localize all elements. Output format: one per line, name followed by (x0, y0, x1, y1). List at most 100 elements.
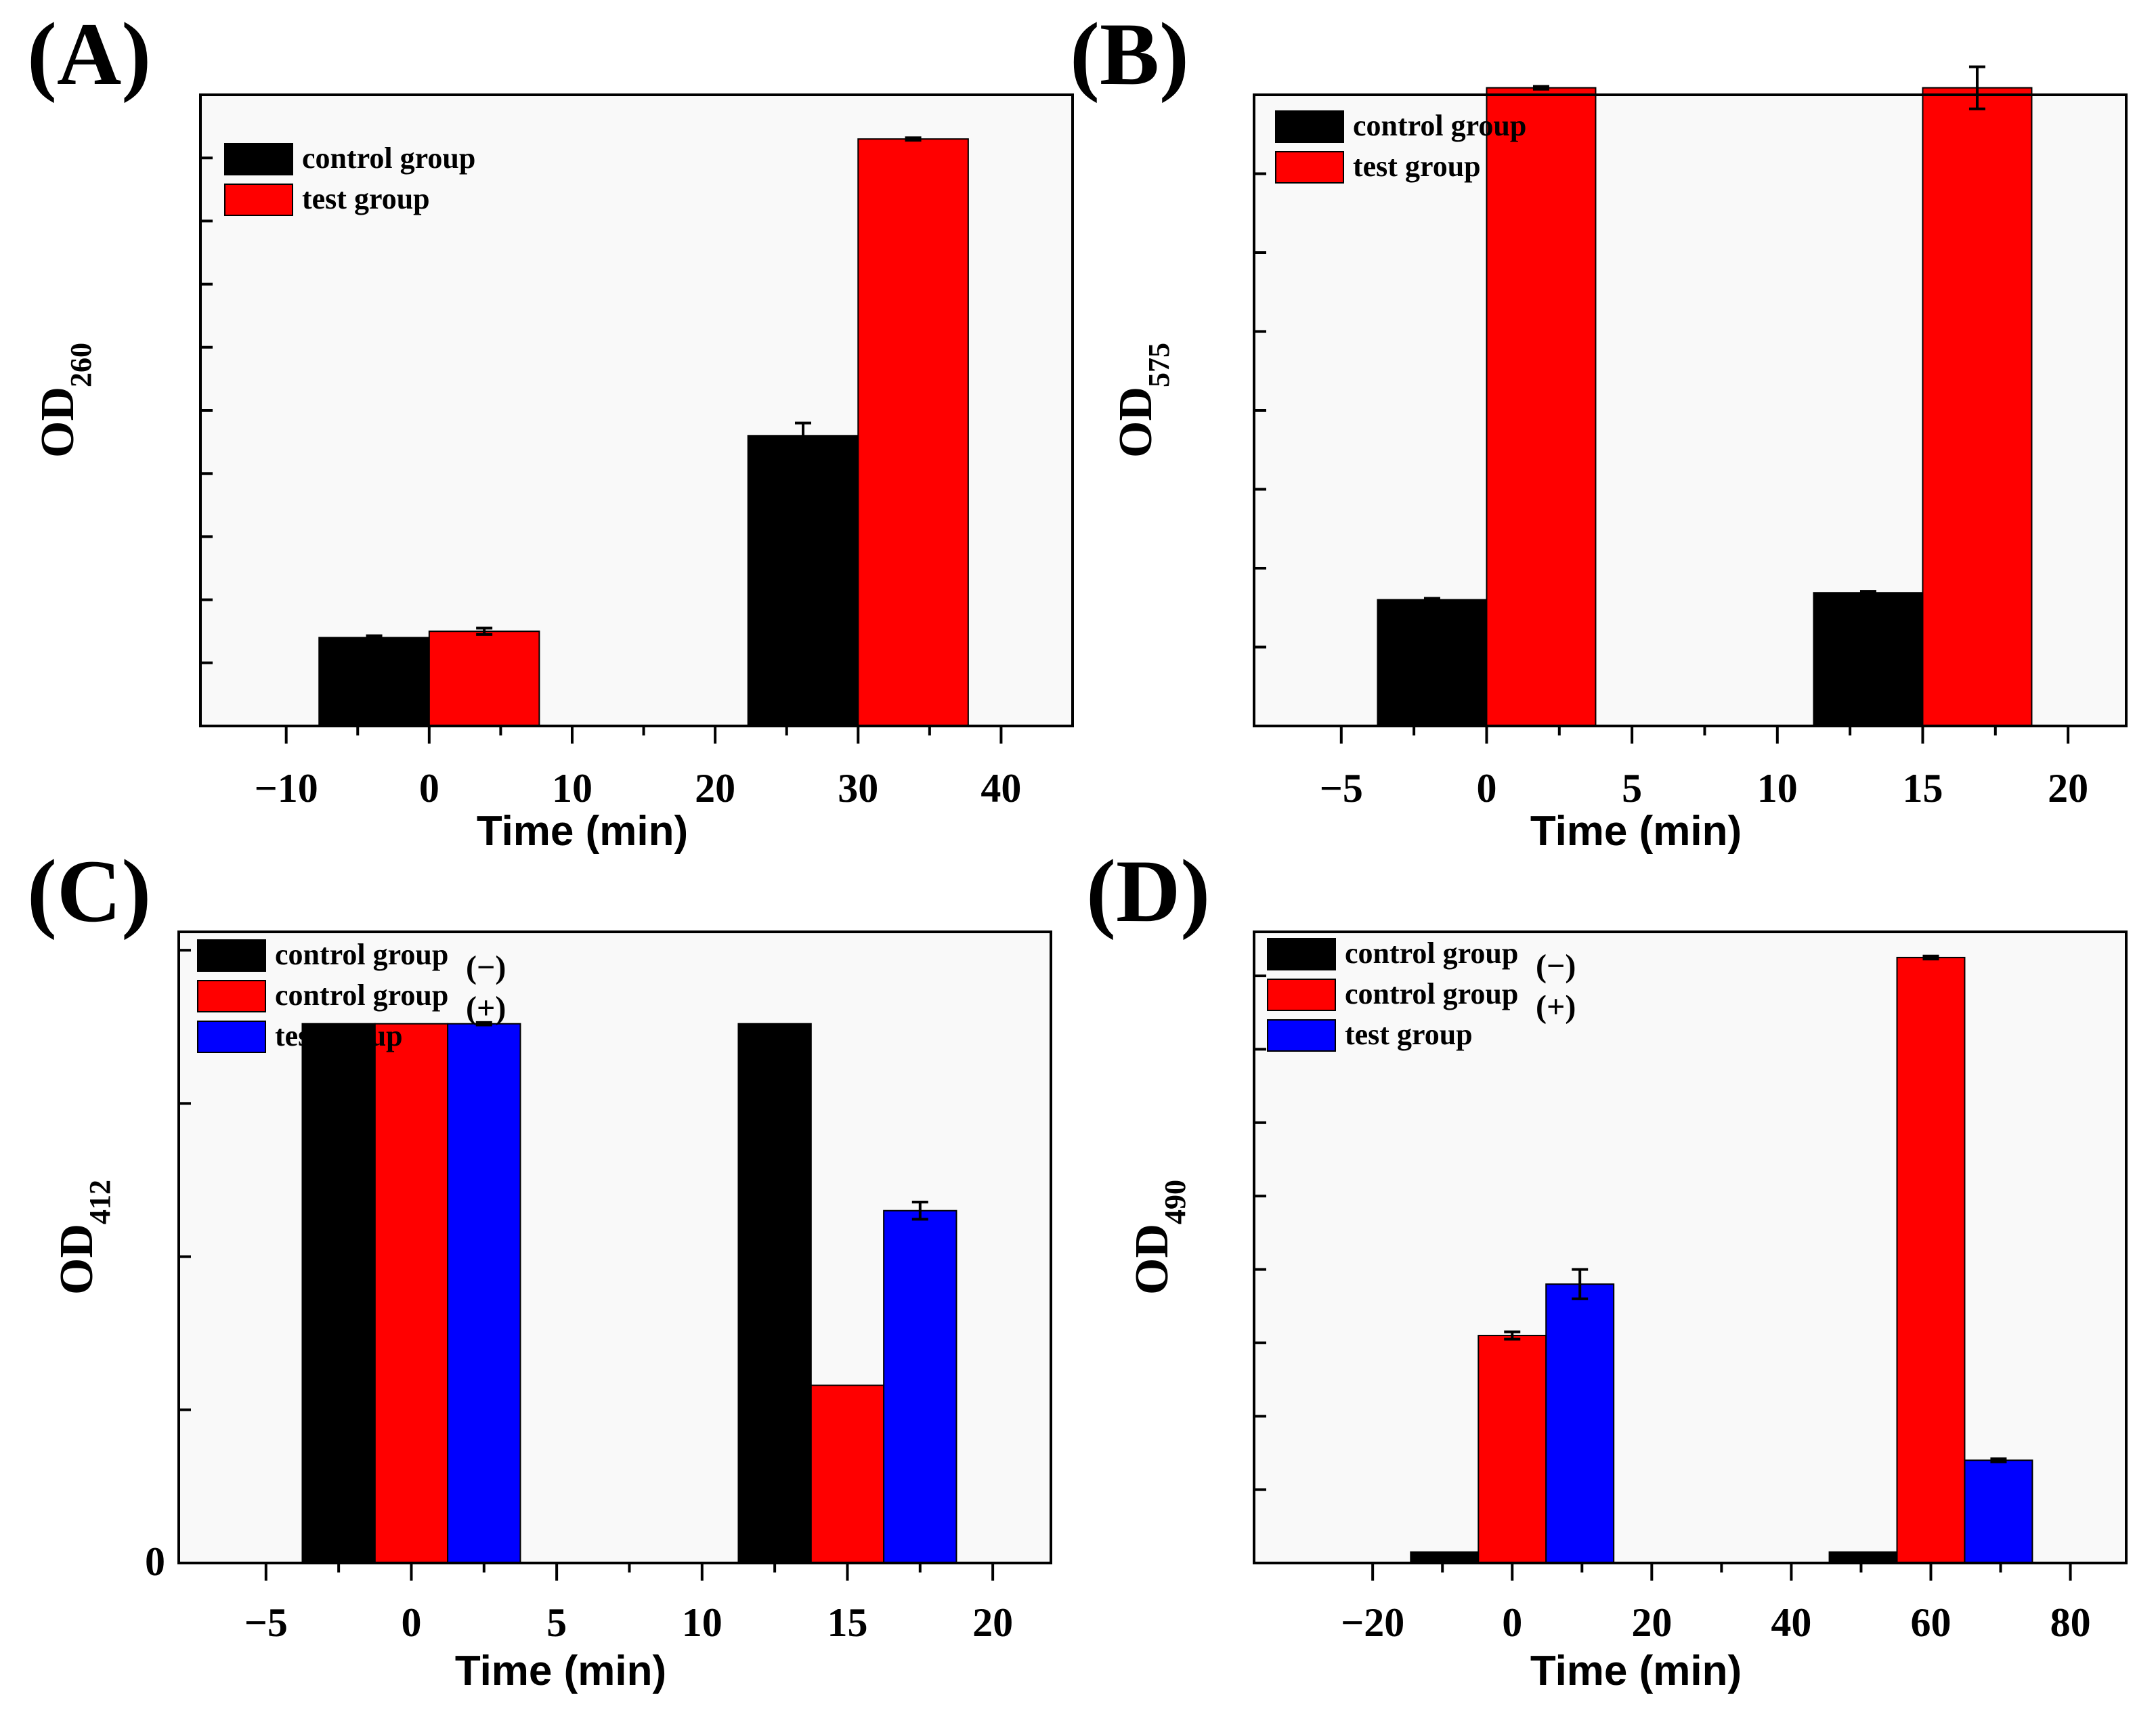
x-tick-label: 40 (1771, 1600, 1811, 1645)
bar (301, 1023, 376, 1564)
x-tick-label: 15 (827, 1600, 867, 1645)
x-tick-label: 0 (1502, 1600, 1522, 1645)
legend-label: control group (302, 142, 475, 175)
error-bar (1504, 1330, 1521, 1341)
bar (1964, 1459, 2033, 1564)
x-tick-label: 10 (552, 766, 592, 811)
legend-label: test group (302, 182, 430, 215)
x-tick-label: −5 (1320, 766, 1363, 811)
x-tick-label: 20 (1631, 1600, 1672, 1645)
bar (374, 1023, 449, 1564)
x-tick-label: 0 (419, 766, 439, 811)
bar (1377, 599, 1488, 727)
legend-swatch (224, 184, 293, 216)
x-tick-label: 20 (2048, 766, 2088, 811)
error-bar (475, 1021, 492, 1027)
error-bar (1572, 1268, 1589, 1300)
bar (447, 1023, 521, 1564)
bar (1896, 956, 1966, 1564)
legend-label: control group (1353, 109, 1526, 142)
legend-label: control group (275, 979, 448, 1012)
error-bar (1423, 597, 1440, 603)
legend-swatch (224, 143, 293, 175)
legend-label: control group (275, 938, 448, 971)
bar (1828, 1551, 1898, 1564)
x-tick-label: 15 (1902, 766, 1943, 811)
legend-label: test group (1353, 150, 1481, 183)
plot-frame-border (177, 930, 1052, 1564)
x-tick-label: −5 (244, 1600, 288, 1645)
panel-letter: (D) (1086, 841, 1210, 941)
bar (1545, 1283, 1615, 1564)
bar (318, 637, 430, 727)
error-bar (366, 634, 383, 641)
legend-swatch (197, 939, 266, 972)
x-axis-label: Time (min) (477, 808, 688, 855)
panel-letter: (B) (1070, 4, 1189, 104)
legend-label: test group (275, 1019, 403, 1052)
legend-swatch (1267, 1019, 1336, 1052)
error-bar (1990, 1457, 2007, 1463)
bar (1922, 87, 2033, 727)
error-bar (1922, 954, 1939, 961)
x-tick-label: 30 (838, 766, 878, 811)
error-bar (1532, 85, 1549, 91)
x-tick-label: 60 (1910, 1600, 1951, 1645)
bar (810, 1384, 885, 1564)
y-axis-label-subscript: 490 (1159, 1180, 1192, 1224)
legend-label: control group (1345, 977, 1518, 1010)
panel-letter: (A) (27, 4, 151, 104)
legend-swatch (1267, 938, 1336, 970)
x-tick-label: 80 (2050, 1600, 2091, 1645)
legend-suffix: (−) (466, 949, 506, 985)
x-tick-label: 20 (695, 766, 735, 811)
legend-swatch (197, 980, 266, 1012)
y-axis-label-subscript: 260 (64, 343, 98, 387)
legend-label: test group (1345, 1018, 1473, 1051)
bar (883, 1210, 957, 1564)
error-bar (1968, 65, 1985, 110)
bar (857, 138, 969, 727)
y-axis-label-text: OD (1126, 1224, 1178, 1295)
bar (1813, 592, 1924, 727)
y-axis-label-text: OD (32, 387, 84, 458)
bar (747, 435, 859, 727)
x-tick-label: 0 (401, 1600, 421, 1645)
bar (1486, 87, 1597, 727)
error-bar (905, 136, 922, 142)
bar (1478, 1335, 1547, 1564)
y-axis-label-text: OD (51, 1224, 103, 1295)
x-axis-label: Time (min) (1530, 808, 1742, 855)
x-tick-label: 5 (1622, 766, 1642, 811)
y-axis-label-subscript: 412 (83, 1180, 116, 1224)
legend-swatch (1275, 110, 1344, 143)
bar (1410, 1551, 1480, 1564)
plot-frame-border (1253, 930, 2128, 1564)
bar (428, 630, 540, 727)
error-bar (794, 421, 811, 450)
x-tick-label: 40 (980, 766, 1021, 811)
error-bar (1859, 590, 1876, 596)
x-tick-label: 10 (682, 1600, 723, 1645)
error-bar (476, 626, 493, 636)
x-tick-label: 0 (1476, 766, 1496, 811)
x-axis-label: Time (min) (1530, 1648, 1742, 1694)
legend-swatch (1275, 151, 1344, 184)
x-tick-label: −10 (255, 766, 318, 811)
y-axis-label-subscript: 575 (1142, 343, 1176, 387)
legend-swatch (1267, 979, 1336, 1011)
x-tick-label: −20 (1341, 1600, 1404, 1645)
legend-suffix: (+) (466, 990, 506, 1026)
panel-letter: (C) (27, 841, 151, 941)
y-tick-label: 0 (145, 1539, 165, 1584)
x-tick-label: 5 (546, 1600, 567, 1645)
